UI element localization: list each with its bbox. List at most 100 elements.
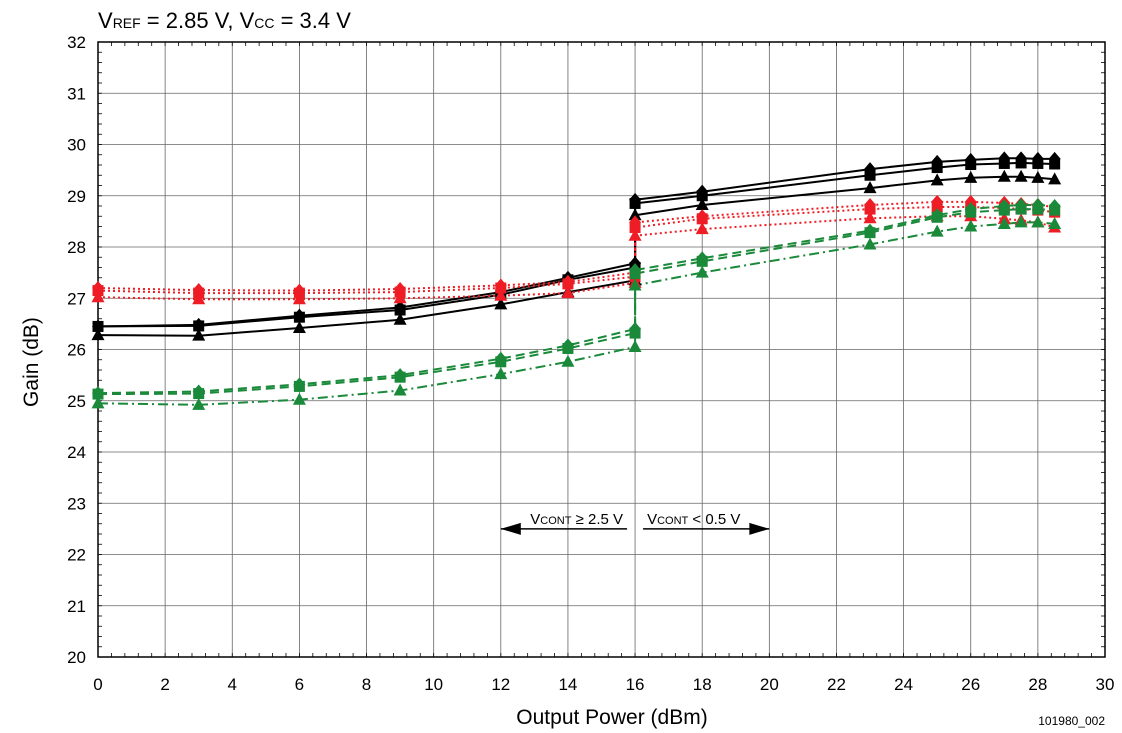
data-point-triangle (292, 392, 306, 405)
x-tick-label: 28 (1028, 675, 1047, 694)
data-point-square (495, 356, 507, 368)
x-tick-label: 14 (558, 675, 577, 694)
data-point-triangle (494, 297, 508, 310)
data-point-triangle (863, 211, 877, 224)
y-tick-label: 23 (67, 494, 86, 513)
data-point-triangle (930, 224, 944, 237)
y-tick-label: 25 (67, 392, 86, 411)
data-point-square (931, 201, 943, 213)
x-tick-label: 6 (295, 675, 304, 694)
data-point-square (931, 162, 943, 174)
data-point-triangle (1014, 215, 1028, 228)
data-point-square (562, 278, 574, 290)
data-point-triangle (628, 339, 642, 352)
data-point-triangle (1048, 216, 1062, 229)
y-tick-label: 28 (67, 238, 86, 257)
data-point-square (1032, 157, 1044, 169)
data-point-triangle (997, 169, 1011, 182)
data-point-square (92, 320, 104, 332)
series-line (97, 157, 1055, 328)
data-point-triangle (91, 328, 105, 341)
data-point-triangle (628, 228, 642, 241)
annotation-label: VCONT < 0.5 V (647, 511, 740, 528)
data-point-triangle (192, 292, 206, 305)
data-point-triangle (628, 278, 642, 291)
y-tick-label: 32 (67, 33, 86, 52)
data-point-triangle (695, 265, 709, 278)
y-tick-label: 22 (67, 546, 86, 565)
annotation-arrow-head (749, 522, 770, 535)
plot-frame (97, 41, 1106, 658)
annotations: VCONT ≥ 2.5 V VCONT < 0.5 V (500, 511, 770, 535)
x-tick-label: 22 (827, 675, 846, 694)
y-axis-label: Gain (dB) (20, 317, 43, 407)
data-point-square (864, 169, 876, 181)
data-point-triangle (192, 328, 206, 341)
data-point-triangle (393, 383, 407, 396)
series-line (97, 200, 1055, 292)
grid (97, 41, 1106, 658)
x-tick-label: 30 (1096, 675, 1115, 694)
data-point-square (495, 282, 507, 294)
data-point-square (965, 206, 977, 218)
data-point-triangle (561, 286, 575, 299)
series-lines (97, 157, 1055, 406)
data-point-square (629, 197, 641, 209)
x-tick-label: 20 (760, 675, 779, 694)
data-point-square (1015, 157, 1027, 169)
y-tick-label: 29 (67, 187, 86, 206)
x-tick-label: 4 (228, 675, 237, 694)
data-point-triangle (930, 173, 944, 186)
data-point-triangle (292, 320, 306, 333)
data-point-square (629, 327, 641, 339)
data-point-square (965, 158, 977, 170)
data-point-triangle (628, 208, 642, 221)
data-point-triangle (561, 354, 575, 367)
data-point-square (629, 222, 641, 234)
data-point-triangle (1031, 170, 1045, 183)
series-markers (91, 151, 1062, 410)
x-tick-label: 2 (160, 675, 169, 694)
data-point-square (293, 380, 305, 392)
data-point-square (193, 388, 205, 400)
data-point-triangle (695, 222, 709, 235)
x-axis-label: Output Power (dBm) (516, 706, 707, 729)
data-point-triangle (997, 216, 1011, 229)
figure-id: 101980_002 (1038, 714, 1105, 728)
data-point-triangle (393, 312, 407, 325)
x-tick-label: 18 (693, 675, 712, 694)
data-point-triangle (964, 219, 978, 232)
y-tick-label: 30 (67, 136, 86, 155)
data-point-triangle (494, 288, 508, 301)
data-point-square (998, 204, 1010, 216)
series-line (97, 206, 1055, 295)
x-tick-label: 8 (362, 675, 371, 694)
x-tick-label: 12 (491, 675, 510, 694)
y-tick-label: 20 (67, 648, 86, 667)
y-tick-label: 31 (67, 84, 86, 103)
series-line (97, 161, 1055, 328)
series-line (97, 175, 1055, 337)
data-point-triangle (494, 367, 508, 380)
data-point-square (629, 268, 641, 280)
data-point-square (931, 211, 943, 223)
data-point-square (1049, 158, 1061, 170)
y-tick-labels: 20 21 22 23 24 25 26 27 28 29 30 31 32 (67, 33, 86, 667)
data-point-triangle (292, 292, 306, 305)
annotation-arrow-head (500, 522, 521, 535)
data-point-square (696, 255, 708, 267)
x-tick-label: 24 (894, 675, 913, 694)
data-point-triangle (91, 290, 105, 303)
series-line (97, 221, 1055, 406)
data-point-square (998, 157, 1010, 169)
chart-title: VREF = 2.85 V, VCC = 3.4 V (98, 8, 351, 33)
y-tick-label: 27 (67, 289, 86, 308)
data-point-triangle (1014, 169, 1028, 182)
data-point-triangle (964, 170, 978, 183)
data-point-triangle (192, 397, 206, 410)
series-line (97, 204, 1055, 395)
series-line (97, 215, 1055, 301)
annotation-label: VCONT ≥ 2.5 V (530, 511, 623, 528)
data-point-square (193, 320, 205, 332)
